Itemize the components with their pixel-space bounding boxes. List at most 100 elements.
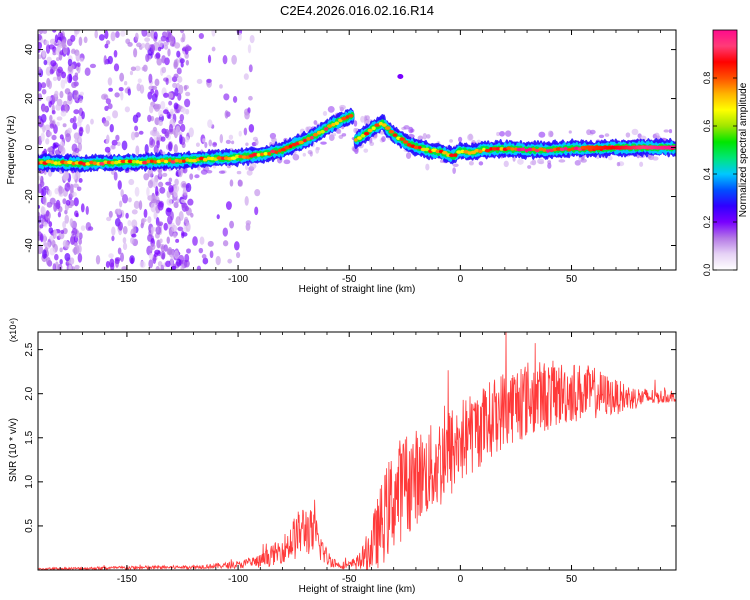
ridge-peak — [149, 159, 154, 163]
heat-speck — [168, 92, 174, 99]
spectrogram-y-axis-label: Frequency (Hz) — [6, 116, 17, 185]
heat-speck — [118, 200, 123, 208]
heat-speck — [42, 124, 46, 133]
ridge-peak — [310, 135, 314, 140]
ridge-peak — [135, 160, 140, 164]
heat-speck — [78, 98, 83, 104]
heat-speck — [504, 130, 512, 137]
heat-speck — [49, 247, 56, 256]
heat-speck — [237, 32, 242, 41]
heat-speck — [136, 83, 141, 92]
ridge-peak — [531, 147, 536, 152]
heat-speck — [179, 113, 185, 122]
heat-speck — [38, 34, 42, 41]
ridge-peak — [270, 149, 276, 154]
heat-speck — [111, 139, 118, 146]
heat-speck — [42, 49, 46, 58]
heat-speck — [108, 253, 114, 259]
heat-speck — [136, 112, 141, 118]
heat-speck — [219, 84, 223, 89]
heat-speck — [147, 114, 152, 123]
ridge-peak — [153, 160, 158, 164]
heat-speck — [62, 227, 68, 235]
heat-speck — [171, 265, 177, 270]
y-tick-label: 1.0 — [24, 474, 35, 488]
heat-speck — [165, 260, 171, 268]
heat-speck — [40, 113, 47, 123]
x-tick-label: 0 — [458, 274, 464, 285]
heat-speck — [162, 41, 169, 46]
heat-speck — [122, 194, 129, 204]
heat-speck — [568, 130, 572, 134]
heat-speck — [155, 266, 160, 270]
heat-speck — [452, 163, 459, 167]
heat-speck — [49, 235, 55, 241]
heat-speck — [608, 155, 613, 161]
heat-speck — [59, 90, 64, 99]
heat-speck — [108, 87, 113, 92]
heat-speck — [60, 110, 67, 117]
ridge-peak — [230, 156, 237, 160]
heat-speck — [405, 152, 412, 160]
colorbar-tick-label: 0.6 — [702, 120, 712, 133]
heat-speck — [110, 31, 116, 42]
heat-speck — [109, 145, 116, 150]
y-tick-label: 2.0 — [24, 386, 35, 400]
ridge-peak — [363, 131, 370, 136]
heat-speck — [49, 38, 56, 45]
heat-speck — [47, 80, 52, 90]
heat-speck — [160, 136, 166, 142]
heat-speck — [180, 37, 185, 43]
snr-y-axis-label: SNR (10 * v/v) — [8, 418, 19, 482]
heat-speck — [78, 232, 83, 240]
heat-speck — [422, 132, 427, 140]
colorbar-tick-label: 0.4 — [702, 168, 712, 181]
heat-speck — [73, 115, 77, 123]
heat-speck — [38, 244, 43, 255]
heat-speck — [478, 161, 484, 166]
heat-speck — [238, 179, 244, 187]
heat-speck — [98, 34, 105, 41]
heat-speck — [616, 162, 621, 167]
heat-speck — [180, 123, 186, 133]
heat-speck — [574, 160, 581, 166]
heat-speck — [218, 170, 226, 174]
heat-speck — [647, 154, 652, 159]
heat-speck — [76, 121, 82, 127]
heat-speck — [162, 172, 168, 177]
heat-speck — [467, 133, 474, 141]
heat-speck — [57, 66, 63, 74]
heat-speck — [58, 145, 63, 150]
ridge-peak — [156, 159, 162, 164]
heat-speck — [53, 202, 58, 213]
heat-speck — [155, 225, 162, 235]
heat-speck — [144, 42, 151, 51]
heat-speck — [38, 204, 41, 209]
heat-speck — [150, 30, 155, 39]
heat-speck — [161, 55, 166, 64]
heat-speck — [95, 254, 101, 265]
heat-speck — [177, 226, 184, 232]
heat-speck — [90, 118, 94, 125]
heat-speck — [78, 36, 83, 47]
heat-speck — [79, 57, 84, 63]
heat-speck — [174, 178, 179, 186]
heat-speck — [182, 183, 187, 188]
heat-speck — [130, 257, 134, 265]
heat-speck — [168, 100, 173, 106]
heat-speck — [105, 261, 110, 268]
ridge-peak — [331, 122, 336, 127]
heat-speck — [107, 77, 113, 86]
heat-speck — [292, 153, 298, 160]
heat-speck — [322, 110, 328, 117]
ridge-peak — [538, 147, 544, 151]
heat-speck — [496, 131, 500, 137]
heat-speck — [80, 225, 86, 232]
heat-speck — [137, 78, 142, 84]
heat-speck — [48, 227, 54, 234]
spectrogram-frame — [37, 29, 677, 271]
heat-speck — [143, 173, 150, 181]
ridge-peak — [174, 158, 179, 163]
heat-speck — [179, 134, 183, 145]
